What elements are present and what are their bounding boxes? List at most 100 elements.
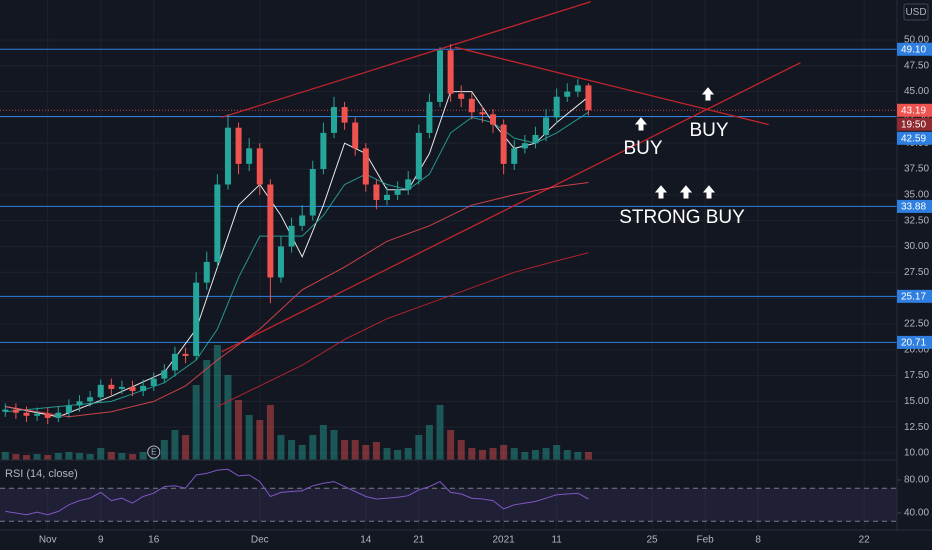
annotation: BUY [623,138,662,159]
candles: E [2,44,592,459]
candle-body [65,405,72,413]
axes: 10.0012.5015.0017.5020.0022.5025.0027.50… [39,35,932,546]
annotation: STRONG BUY [619,207,745,228]
level-label-box [897,335,932,349]
volume-bar [118,453,126,460]
candle-body [171,353,178,371]
volume-bar [129,454,137,460]
candle-body [193,282,200,356]
volume-bar [372,442,380,460]
volume-bar [415,435,423,460]
y-tick-label: 30.00 [904,241,929,252]
volume-bar [76,453,84,460]
overlay-lines [0,1,897,418]
arrow-up [702,185,716,199]
volume-bar [65,452,73,460]
candle-body [87,397,94,402]
level-label-box [897,199,932,213]
volume-bar [266,405,274,460]
level-label-box [897,289,932,303]
candle-body [341,107,348,123]
candle-body [288,225,295,247]
annotation: BUY [689,120,728,141]
y-tick-label: 27.50 [904,267,929,278]
candle-body [224,127,231,185]
candle-body [12,409,19,413]
moving-average [217,252,589,407]
candle-body [320,132,327,170]
volume-layer [1,345,592,460]
volume-bar [553,445,561,460]
x-tick-label: 21 [413,535,425,546]
volume-bar [192,385,200,460]
rsi-band [0,488,897,522]
volume-bar [97,448,105,460]
volume-bar [394,450,402,460]
trend-line [221,1,591,119]
candle-body [214,184,221,262]
rsi-tick-label: 80.00 [904,475,929,486]
candle-body [140,385,147,392]
candle-body [267,184,274,278]
level-label: 42.59 [901,133,926,144]
countdown-label: 19:50 [901,119,926,130]
arrow-up [654,185,668,199]
volume-bar [574,452,582,460]
volume-bar [309,435,317,460]
arrow-up [701,87,715,101]
volume-bar [54,453,62,460]
volume-bar [23,455,31,460]
candle-body [543,117,550,135]
candle-body [394,189,401,195]
volume-bar [277,435,285,460]
volume-bar [510,448,518,460]
countdown-label-box [897,117,932,131]
x-tick-label: 9 [98,535,104,546]
volume-bar [245,415,253,460]
volume-bar [404,448,412,460]
level-label: 49.10 [901,44,926,55]
candle-body [426,101,433,133]
volume-bar [33,454,41,460]
candle-body [553,96,560,118]
x-tick-label: 2021 [493,535,516,546]
candle-body [129,386,136,392]
rsi-line [5,468,589,516]
rsi-tick-label: 40.00 [904,508,929,519]
x-tick-label: Nov [39,535,57,546]
rsi-pane: RSI (14, close) [0,468,901,522]
x-tick-label: 16 [148,535,160,546]
y-tick-label: 35.00 [904,189,929,200]
candle-body [150,378,157,386]
candle-body [405,179,412,190]
y-tick-label: 10.00 [904,448,929,459]
candle-body [256,148,263,185]
volume-bar [531,450,539,460]
candle-body [500,124,507,164]
candle-body [330,107,337,133]
moving-average [5,182,589,418]
volume-bar [44,455,52,460]
level-label: 33.88 [901,202,926,213]
x-tick-label: Dec [251,535,269,546]
volume-bar [341,440,349,460]
volume-bar [298,445,306,460]
volume-bar [107,452,115,460]
currency-box[interactable] [903,3,929,21]
level-label-box [897,131,932,145]
candle-body [44,413,51,418]
x-tick-label: Feb [696,535,714,546]
x-tick-label: 8 [755,535,761,546]
candle-body [362,148,369,185]
candle-body [118,386,125,389]
volume-bar [224,375,232,460]
y-tick-label: 42.50 [904,112,929,123]
y-tick-label: 20.00 [904,344,929,355]
rsi-title: RSI (14, close) [5,468,78,480]
y-tick-label: 15.00 [904,396,929,407]
volume-bar [213,345,221,460]
volume-bar [436,405,444,460]
moving-average [5,91,589,418]
